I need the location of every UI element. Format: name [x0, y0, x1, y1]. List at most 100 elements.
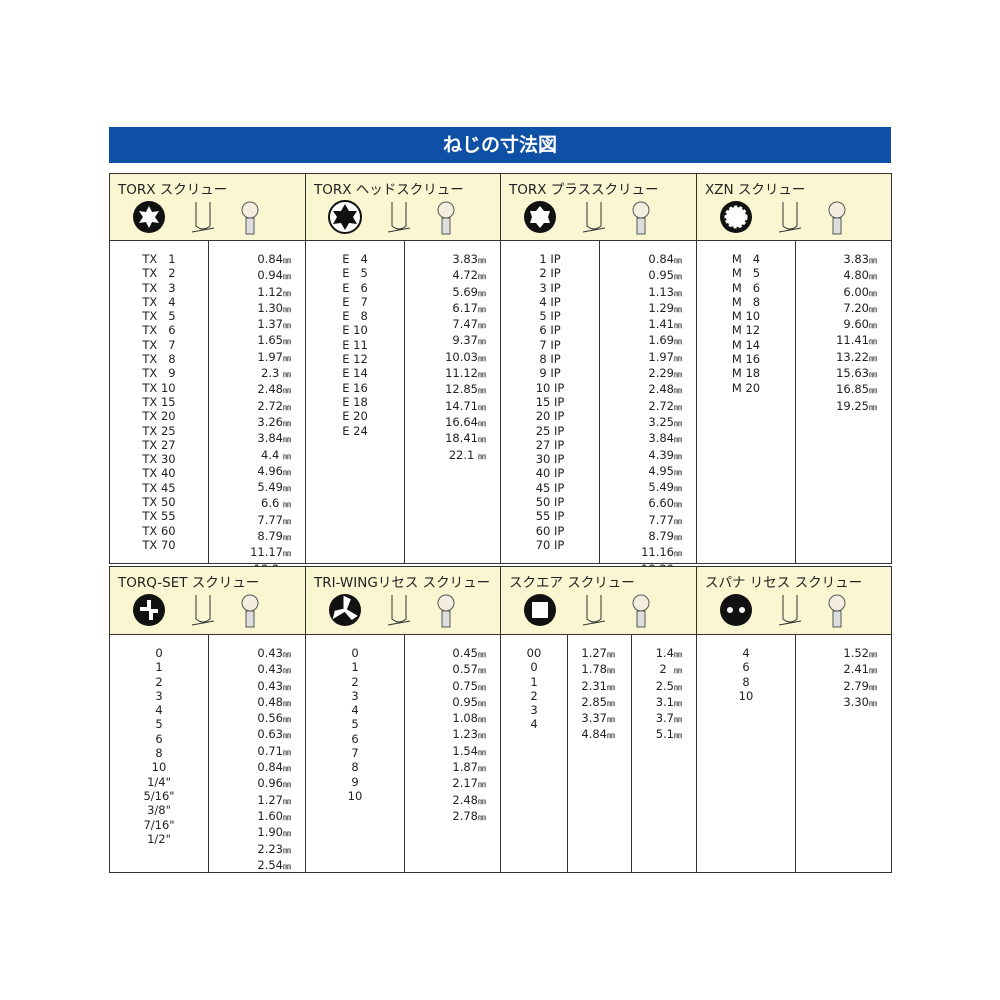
dimension-value: 2.3 ㎜ — [261, 366, 291, 381]
torx-icon — [133, 201, 165, 233]
size-label: TX 15 — [142, 394, 176, 409]
dimension-value: 3.30㎜ — [843, 694, 877, 709]
size-label: 9 — [351, 774, 359, 789]
panel-torq-set: TORQ-SET スクリュー 0 1 2 3 4 5 6 8 10 1/4" 5/16" 3/8" 7/1… — [109, 566, 306, 873]
panel-square: スクエア スクリュー 00 0 1 2 3 4 1.27㎜ 1.78㎜ 2.31㎜ 2.85㎜ 3.3… — [500, 566, 697, 873]
screw-head-icon — [828, 594, 846, 628]
unit-label: ㎜ — [478, 796, 486, 806]
size-label: 6 — [742, 660, 750, 675]
unit-label: ㎜ — [283, 353, 291, 363]
dimension-value: 0.63㎜ — [257, 727, 291, 742]
unit-label: ㎜ — [283, 731, 291, 741]
square-icon — [524, 594, 556, 626]
unit-label: ㎜ — [478, 353, 486, 363]
dimension-value: 1.4㎜ — [655, 646, 682, 660]
size-label: TX 25 — [142, 423, 176, 438]
bit-tip-icon — [387, 595, 411, 626]
unit-label: ㎜ — [283, 272, 291, 282]
unit-label: ㎜ — [674, 516, 682, 526]
unit-label: ㎜ — [674, 370, 682, 380]
dimension-value: 11.17㎜ — [250, 545, 291, 560]
dimension-value: 5.49㎜ — [257, 480, 291, 495]
size-label: TX 55 — [142, 509, 176, 524]
unit-label: ㎜ — [674, 386, 682, 396]
unit-label: ㎜ — [283, 698, 291, 708]
size-label: TX 70 — [142, 537, 176, 552]
size-column: 0 1 2 3 4 5 6 7 8 9 10 — [306, 646, 404, 872]
bit-tip-icon — [778, 202, 802, 233]
spanner-icon — [720, 594, 752, 626]
size-label: 30 IP — [535, 452, 565, 467]
dimension-value: 3.37㎜ — [581, 711, 615, 726]
size-label: E 18 — [342, 394, 368, 409]
dimension-value: 1.52㎜ — [843, 646, 877, 660]
dimension-value: 0.48㎜ — [257, 694, 291, 709]
dimension-value: 1.97㎜ — [257, 349, 291, 364]
unit-label: ㎜ — [478, 337, 486, 347]
size-label: TX 40 — [142, 466, 176, 481]
size-label: TX 10 — [142, 380, 176, 395]
unit-label: ㎜ — [869, 666, 877, 676]
size-label: 27 IP — [535, 437, 565, 452]
screw-head-icon — [828, 201, 846, 235]
dimension-column: 1.4㎜ 2 ㎜ 2.5㎜ 3.1㎜ 3.7㎜ 5.1㎜ — [631, 646, 682, 872]
unit-label: ㎜ — [283, 533, 291, 543]
unit-label: ㎜ — [607, 666, 615, 676]
dimension-value: 1.87㎜ — [452, 760, 486, 775]
unit-label: ㎜ — [674, 533, 682, 543]
dimension-value: 3.26㎜ — [257, 414, 291, 429]
dimension-value: 0.71㎜ — [257, 743, 291, 758]
size-label: 6 IP — [539, 323, 561, 338]
unit-label: ㎜ — [869, 337, 877, 347]
panel-spanner: スパナ リセス スクリュー 4 6 8 10 1.52㎜ 2.41㎜ 2.79㎜ 3.30㎜ — [696, 566, 892, 873]
dimension-value: 4.84㎜ — [581, 727, 615, 742]
size-label: TX 20 — [142, 409, 176, 424]
unit-label: ㎜ — [478, 812, 486, 822]
unit-label: ㎜ — [674, 418, 682, 428]
unit-label: ㎜ — [283, 861, 291, 871]
dimension-value: 2.23㎜ — [257, 841, 291, 856]
size-label: 55 IP — [535, 509, 565, 524]
panel-title: スパナ リセス スクリュー — [705, 575, 863, 591]
unit-label: ㎜ — [869, 698, 877, 708]
dimension-column: 0.45㎜ 0.57㎜ 0.75㎜ 0.95㎜ 1.08㎜ 1.23㎜ 1.54㎜ 1.87㎜… — [404, 646, 486, 872]
panel-tri-wing: TRI-WINGリセス スクリュー 0 1 2 3 4 5 6 7 8 9 10 0.45㎜ 0.57㎜ 0… — [305, 566, 501, 873]
bit-tip-icon — [387, 202, 411, 233]
dimension-value: 1.29㎜ — [648, 300, 682, 315]
unit-label: ㎜ — [674, 698, 682, 708]
size-label: TX 7 — [142, 337, 176, 352]
unit-label: ㎜ — [674, 272, 682, 282]
size-label: 5 IP — [539, 309, 561, 324]
dimension-column: 3.83㎜ 4.72㎜ 5.69㎜ 6.17㎜ 7.47㎜ 9.37㎜ 10.03㎜ 11.1… — [404, 252, 486, 563]
dimension-value: 2.48㎜ — [257, 382, 291, 397]
size-label: 00 — [526, 646, 542, 660]
unit-label: ㎜ — [283, 402, 291, 412]
dimension-value: 0.94㎜ — [257, 268, 291, 283]
dimension-value: 4.72㎜ — [452, 268, 486, 283]
dimension-value: 3.25㎜ — [648, 414, 682, 429]
unit-label: ㎜ — [607, 650, 615, 659]
size-label: 7/16" — [143, 817, 175, 832]
size-label: TX 30 — [142, 452, 176, 467]
unit-label: ㎜ — [478, 666, 486, 676]
size-label: 7 IP — [539, 337, 561, 352]
dimension-value: 16.64㎜ — [445, 414, 486, 429]
dimension-value: 0.56㎜ — [257, 711, 291, 726]
size-label: E 10 — [342, 323, 368, 338]
dimension-value: 3.83㎜ — [843, 252, 877, 266]
size-label: E 5 — [342, 266, 368, 281]
size-label: 3/8" — [147, 803, 171, 818]
torq-set-icon — [133, 594, 165, 626]
dimension-value: 1.27㎜ — [581, 646, 615, 660]
unit-label: ㎜ — [674, 467, 682, 477]
unit-label: ㎜ — [674, 337, 682, 347]
unit-label: ㎜ — [478, 370, 486, 380]
dimension-value: 14.71㎜ — [445, 398, 486, 413]
dimension-value: 0.95㎜ — [648, 268, 682, 283]
size-label: 4 — [351, 703, 359, 718]
unit-label: ㎜ — [478, 272, 486, 282]
dimension-value: 2.5㎜ — [655, 678, 682, 693]
column-divider — [404, 634, 405, 872]
dimension-value: 1.08㎜ — [452, 711, 486, 726]
